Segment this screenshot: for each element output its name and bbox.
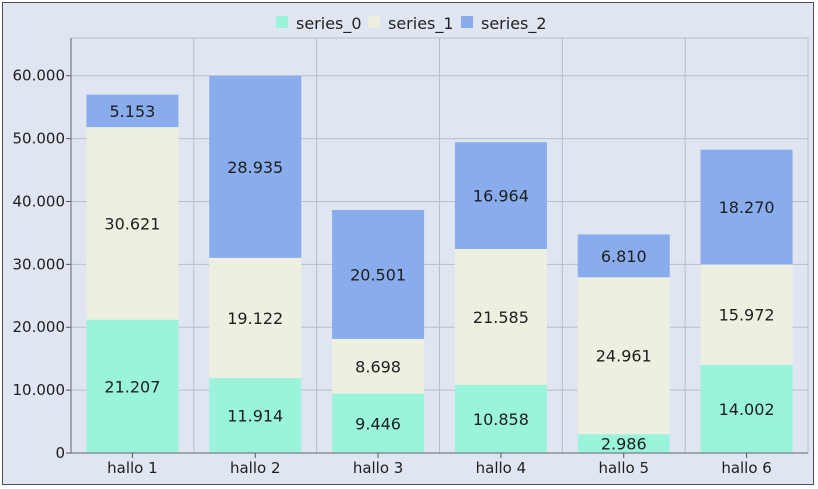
x-tick-label: hallo 1	[107, 459, 158, 477]
data-label-series_2: 20.501	[350, 265, 406, 284]
x-tick-label: hallo 3	[353, 459, 404, 477]
x-tick-label: hallo 5	[598, 459, 649, 477]
data-label-series_2: 28.935	[227, 158, 283, 177]
bar-series_1	[700, 264, 793, 365]
legend-label-series_0: series_0	[296, 14, 362, 34]
data-label-series_2: 16.964	[473, 187, 529, 206]
bar-series_0	[209, 378, 302, 453]
y-tick-label: 60.000	[13, 67, 66, 85]
data-label-series_2: 6.810	[601, 247, 647, 266]
bar-series_0	[577, 434, 670, 453]
data-label-series_2: 5.153	[110, 102, 156, 121]
bar-series_1	[332, 338, 425, 394]
x-tick-label: hallo 2	[230, 459, 281, 477]
data-label-series_1: 30.621	[104, 214, 160, 233]
bar-series_1	[454, 249, 547, 385]
data-label-series_0: 2.986	[601, 435, 647, 454]
legend-swatch-series_0	[276, 16, 288, 28]
legend-swatch-series_2	[461, 16, 473, 28]
y-tick-label: 40.000	[13, 192, 66, 210]
bar-series_1	[577, 277, 670, 435]
bar-series_2	[454, 142, 547, 250]
bar-series_2	[86, 94, 179, 128]
bar-series_2	[700, 149, 793, 265]
y-tick-label: 20.000	[13, 318, 66, 336]
y-tick-label: 0	[55, 444, 65, 462]
data-label-series_2: 18.270	[719, 198, 775, 217]
legend-swatch-series_1	[368, 16, 380, 28]
bar-series_2	[332, 210, 425, 339]
data-label-series_0: 11.914	[227, 407, 283, 426]
data-label-series_1: 21.585	[473, 308, 529, 327]
bar-series_1	[86, 127, 179, 320]
bar-series_0	[86, 319, 179, 453]
bar-series_2	[209, 75, 302, 258]
data-label-series_0: 10.858	[473, 410, 529, 429]
legend-label-series_1: series_1	[388, 14, 454, 34]
data-label-series_0: 21.207	[104, 377, 160, 396]
bar-series_0	[454, 384, 547, 453]
bar-series_0	[700, 364, 793, 453]
bar-series_2	[577, 234, 670, 278]
x-tick-label: hallo 4	[476, 459, 527, 477]
data-label-series_1: 8.698	[355, 357, 401, 376]
data-label-series_1: 15.972	[719, 306, 775, 325]
x-tick-label: hallo 6	[721, 459, 772, 477]
data-label-series_1: 24.961	[596, 347, 652, 366]
bar-series_0	[332, 393, 425, 453]
bar-series_1	[209, 257, 302, 379]
y-tick-label: 30.000	[13, 255, 66, 273]
data-label-series_0: 14.002	[719, 400, 775, 419]
data-label-series_1: 19.122	[227, 309, 283, 328]
y-tick-label: 10.000	[13, 381, 66, 399]
y-tick-label: 50.000	[13, 130, 66, 148]
data-label-series_0: 9.446	[355, 414, 401, 433]
legend-label-series_2: series_2	[481, 14, 547, 34]
